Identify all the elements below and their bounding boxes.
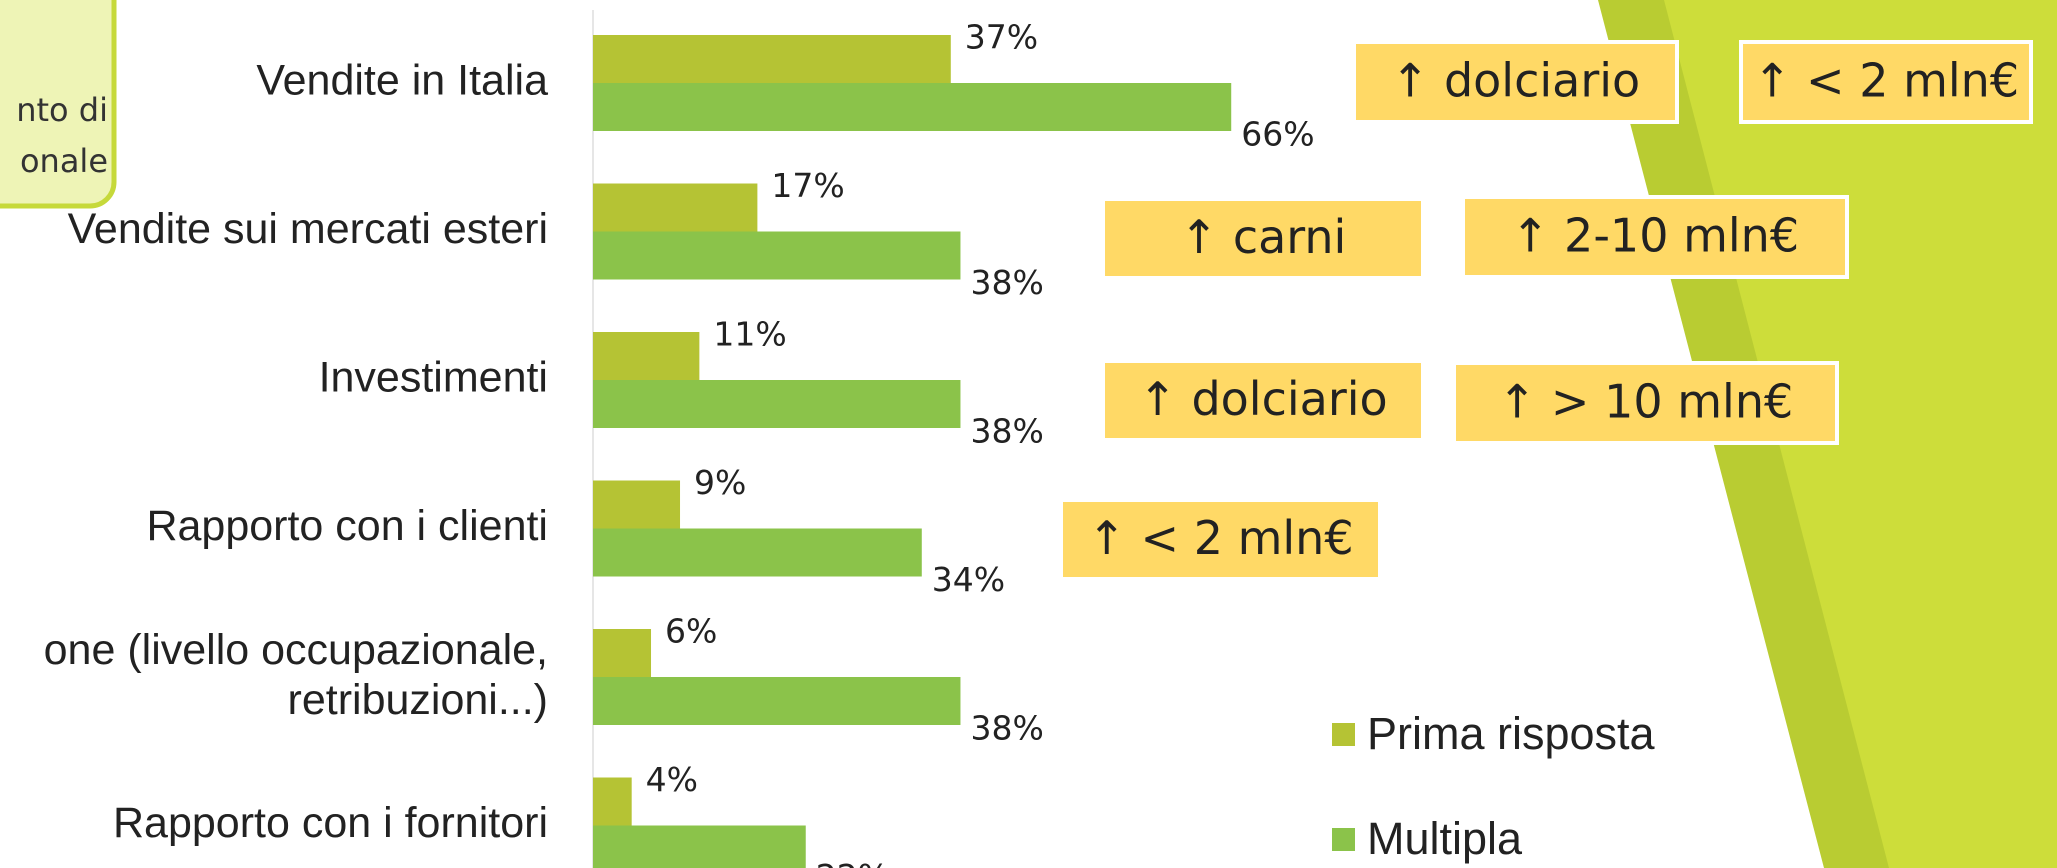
bar: [593, 528, 922, 577]
badge-label: ↑ dolciario: [1391, 54, 1640, 108]
badge-box: [1739, 40, 2033, 124]
legend-label: Multipla: [1367, 813, 1523, 864]
bar: [593, 83, 1232, 131]
badge-label: ↑ > 10 mln€: [1498, 375, 1794, 429]
category-label: Vendite in Italia: [256, 56, 548, 104]
category-label: Rapporto con i clienti: [146, 502, 548, 550]
badge-label: ↑ dolciario: [1138, 372, 1387, 426]
badge-box: [1452, 361, 1839, 445]
bar: [593, 231, 961, 280]
badge-label: ↑ carni: [1180, 210, 1347, 264]
category-label: Vendite sui mercati esteri: [68, 205, 548, 253]
badge-box: [1105, 201, 1421, 276]
value-label: 38%: [970, 709, 1043, 748]
legend-swatch: [1332, 723, 1355, 746]
badge-box: [1063, 502, 1378, 577]
bar: [593, 380, 961, 428]
badge-label: ↑ < 2 mln€: [1753, 54, 2019, 108]
value-label: 34%: [932, 560, 1005, 599]
badge-box: [1461, 195, 1849, 279]
badge-box: [1352, 40, 1679, 124]
value-label: 38%: [970, 263, 1043, 302]
badge-box: [1105, 363, 1421, 438]
category-label: one (livello occupazionale, retribuzioni.…: [44, 626, 548, 724]
bar: [593, 35, 951, 83]
badge-label: ↑ < 2 mln€: [1087, 511, 1353, 565]
category-line: one (livello occupazionale,: [44, 626, 548, 674]
bar: [593, 183, 758, 232]
legend-swatch: [1332, 828, 1355, 851]
value-label: 6%: [665, 612, 717, 651]
value-label: 22%: [816, 857, 889, 868]
category-line: retribuzioni...): [288, 676, 548, 724]
bar: [593, 480, 681, 529]
side-note: onale: [20, 142, 108, 180]
value-label: 4%: [646, 760, 698, 799]
value-label: 66%: [1241, 115, 1314, 154]
bar: [593, 332, 700, 380]
badge-label: ↑ 2-10 mln€: [1511, 209, 1799, 263]
side-note: nto di: [16, 91, 108, 129]
value-label: 37%: [965, 18, 1038, 57]
value-label: 9%: [694, 463, 746, 502]
bar: [593, 677, 961, 725]
side-box: [0, 0, 117, 209]
bar: [593, 629, 652, 677]
bar: [593, 825, 806, 868]
legend-label: Prima risposta: [1367, 708, 1656, 759]
value-label: 17%: [771, 166, 844, 205]
value-label: 11%: [713, 315, 786, 354]
category-label: Investimenti: [319, 353, 548, 401]
category-label: Rapporto con i fornitori: [113, 799, 548, 847]
bar: [593, 777, 632, 826]
value-label: 38%: [970, 412, 1043, 451]
